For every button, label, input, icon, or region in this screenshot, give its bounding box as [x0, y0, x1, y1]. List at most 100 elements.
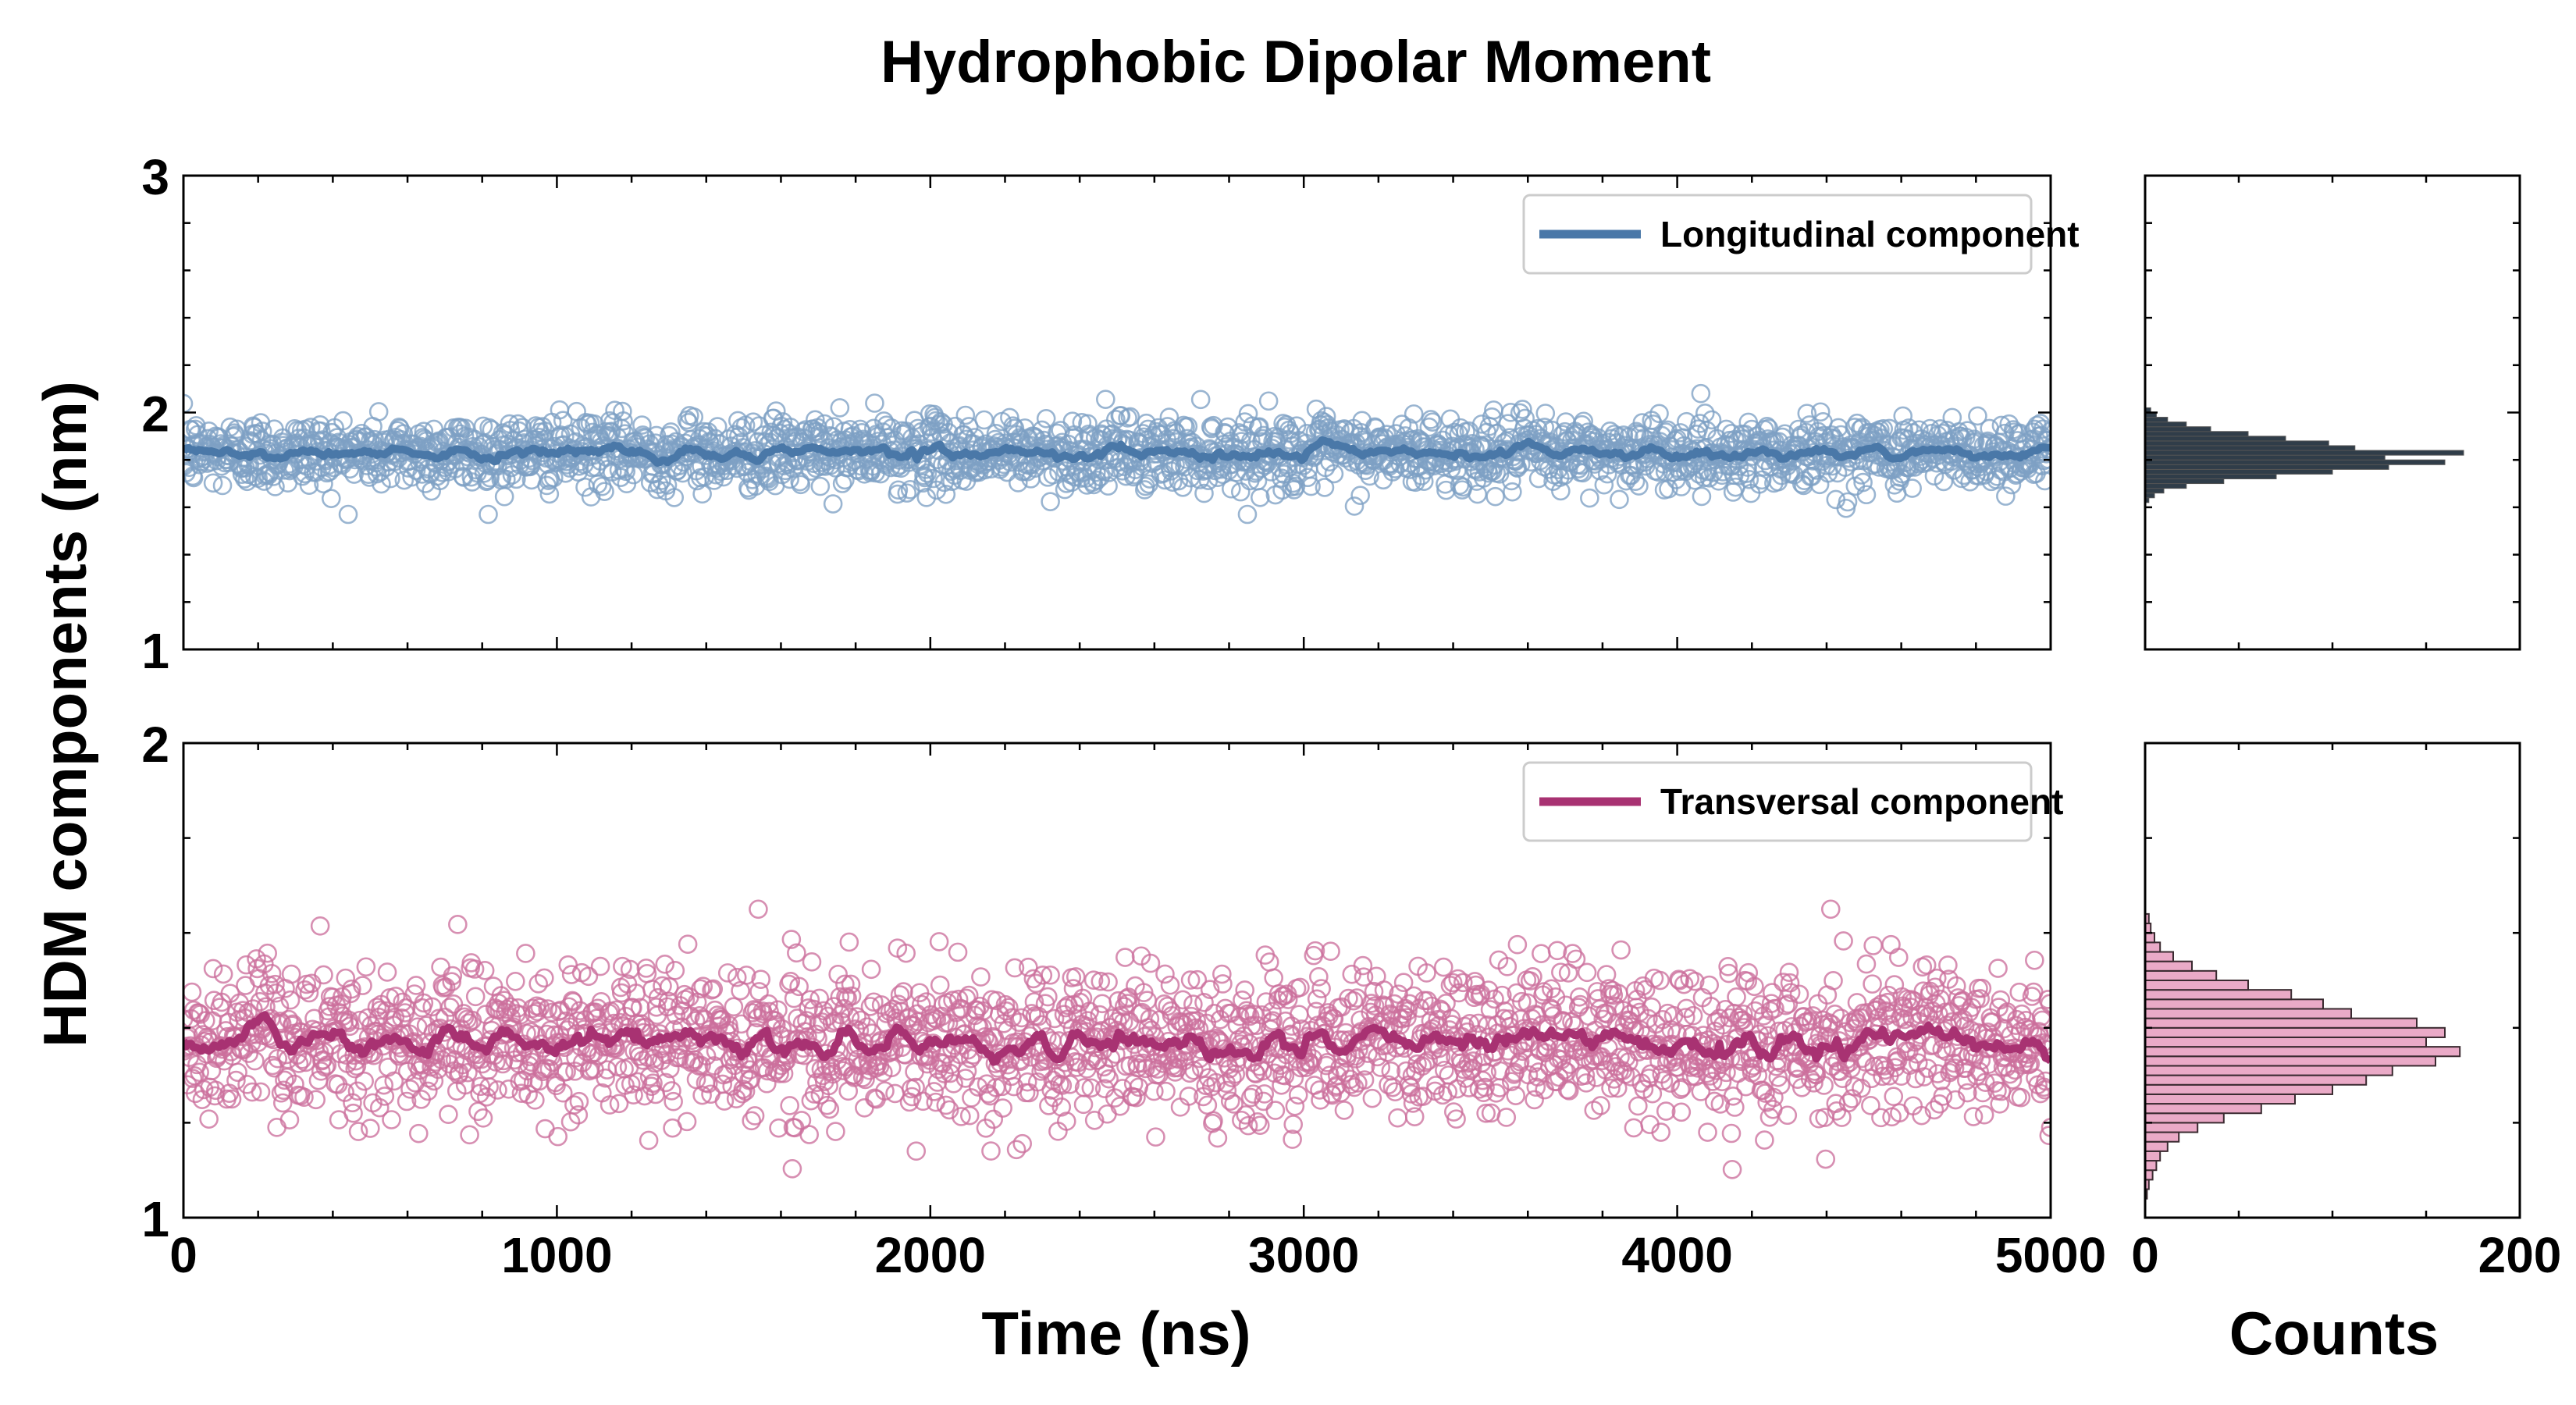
scatter-point	[2034, 1077, 2051, 1097]
scatter-point	[2041, 421, 2051, 441]
scatter-point	[1403, 1094, 1423, 1113]
scatter-point	[841, 986, 862, 1006]
scatter-point	[1012, 1133, 1033, 1154]
scatter-point	[1222, 1068, 1242, 1088]
scatter-point	[306, 1090, 326, 1110]
scatter-point	[1227, 1016, 1247, 1035]
legend-box	[1522, 761, 2033, 842]
scatter-point	[1510, 1051, 1530, 1072]
histogram-bar	[2144, 473, 2277, 479]
scatter-point	[1285, 1096, 1305, 1116]
scatter-point	[1215, 998, 1235, 1019]
scatter-point	[1146, 1127, 1165, 1147]
scatter-point	[1571, 455, 1591, 475]
scatter-point	[881, 418, 902, 438]
scatter-point	[285, 1074, 304, 1094]
scatter-point	[294, 1087, 314, 1108]
scatter-point	[1924, 466, 1944, 486]
scatter-point	[475, 960, 495, 980]
scatter-point	[377, 962, 397, 982]
scatter-point	[1421, 410, 1441, 429]
scatter-point	[1899, 418, 1919, 438]
histogram-bar	[2144, 468, 2333, 475]
scatter-point	[1770, 1075, 1791, 1095]
scatter-point	[1213, 464, 1233, 485]
scatter-point	[1353, 955, 1373, 976]
scatter-point	[692, 1055, 711, 1076]
scatter-point	[1878, 985, 1898, 1005]
scatter-point	[190, 1005, 211, 1024]
scatter-point	[1610, 489, 1629, 510]
scatter-point	[265, 477, 285, 496]
scatter-point	[1880, 418, 1899, 439]
scatter-point	[660, 1058, 680, 1079]
x-tick-label: 0	[169, 1227, 197, 1283]
scatter-point	[1749, 475, 1770, 494]
scatter-point	[703, 979, 724, 999]
scatter-point	[473, 1108, 493, 1128]
scatter-point	[311, 421, 331, 441]
scatter-point	[596, 1068, 615, 1088]
scatter-point	[479, 418, 499, 438]
scatter-point	[1264, 968, 1283, 988]
scatter-point	[375, 1087, 395, 1106]
scatter-point	[1009, 1012, 1029, 1033]
scatter-point	[917, 1054, 938, 1074]
scatter-point	[442, 972, 462, 992]
scatter-point	[664, 1091, 683, 1112]
scatter-point	[1275, 1065, 1295, 1086]
scatter-point	[295, 464, 315, 484]
scatter-point	[1430, 999, 1450, 1019]
scatter-point	[245, 1051, 265, 1071]
scatter-point	[1863, 936, 1883, 955]
scatter-point	[367, 998, 387, 1017]
scatter-point	[443, 966, 463, 986]
scatter-point	[1651, 1122, 1671, 1142]
scatter-point	[1120, 1055, 1140, 1076]
scatter-point	[1863, 974, 1882, 994]
scatter-point	[1208, 1128, 1228, 1148]
scatter-point	[1619, 1052, 1638, 1072]
histogram-bar	[2144, 417, 2169, 423]
scatter-point	[1066, 967, 1086, 987]
scatter-point	[1924, 1100, 1944, 1120]
scatter-point	[396, 998, 416, 1018]
scatter-point	[705, 429, 725, 449]
scatter-point	[1938, 955, 1958, 975]
scatter-point	[1159, 407, 1179, 427]
x-tick-label: 3000	[1248, 1227, 1359, 1283]
scatter-point	[609, 1094, 629, 1114]
scatter-point	[356, 957, 376, 977]
scatter-point	[1191, 1058, 1212, 1078]
scatter-point	[720, 1020, 739, 1040]
scatter-point	[1096, 389, 1115, 409]
scatter-point	[782, 1159, 802, 1179]
scatter-point	[1254, 1091, 1273, 1112]
scatter-point	[1632, 413, 1653, 432]
scatter-point	[1126, 1087, 1146, 1108]
scatter-point	[1098, 476, 1118, 496]
scatter-point	[1816, 1149, 1836, 1169]
scatter-point	[1554, 1060, 1574, 1080]
scatter-point	[780, 469, 799, 489]
scatter-point	[1250, 487, 1270, 507]
scatter-point	[506, 971, 525, 991]
scatter-point	[1927, 968, 1947, 988]
scatter-point	[852, 1068, 873, 1087]
scatter-point	[1535, 404, 1556, 423]
scatter-point	[835, 470, 855, 490]
scatter-point	[791, 475, 811, 495]
scatter-point	[632, 415, 652, 435]
scatter-point	[1691, 383, 1711, 404]
scatter-point	[1212, 964, 1232, 984]
scatter-point	[203, 473, 223, 493]
scatter-point	[529, 1071, 550, 1091]
scatter-point	[913, 1091, 933, 1112]
scatter-point	[685, 1011, 706, 1030]
scatter-point	[242, 1082, 262, 1102]
scatter-point	[1180, 970, 1201, 990]
scatter-point	[1115, 948, 1135, 967]
scatter-point	[516, 944, 535, 963]
histogram-bar	[2144, 1160, 2158, 1172]
scatter-point	[925, 1008, 945, 1028]
